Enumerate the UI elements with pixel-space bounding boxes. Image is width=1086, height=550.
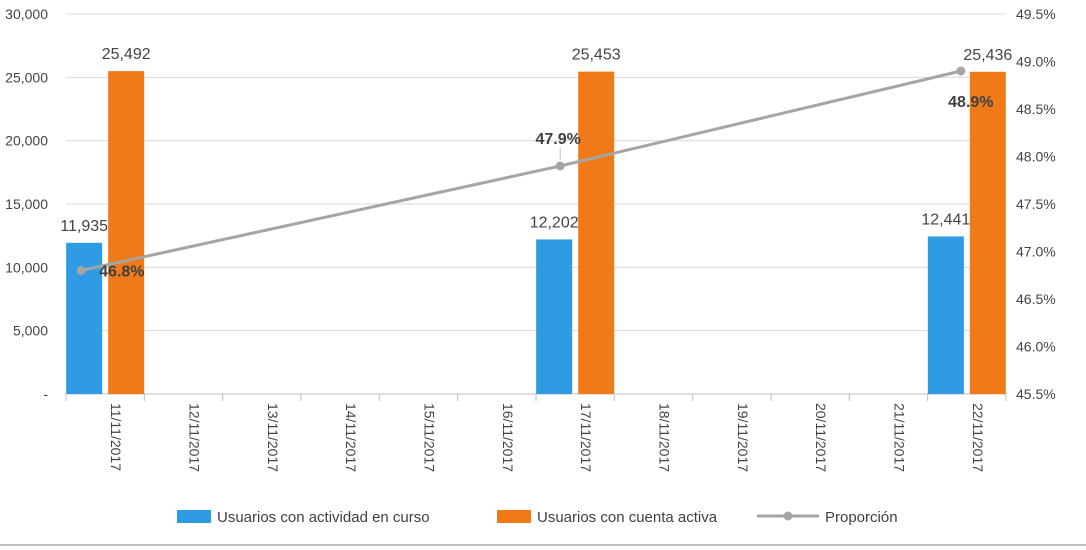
legend-swatch <box>497 510 531 523</box>
x-tick-label: 12/11/2017 <box>187 403 203 472</box>
y-right-tick-label: 46.0% <box>1016 339 1056 355</box>
line-data-label: 48.9% <box>948 94 993 111</box>
y-left-tick-label: 5,000 <box>13 323 48 339</box>
line-point <box>555 161 565 171</box>
y-left-tick-label: 10,000 <box>5 259 48 275</box>
y-left-tick-label: 30,000 <box>5 6 48 22</box>
legend-label: Proporción <box>825 509 898 526</box>
x-tick-label: 22/11/2017 <box>970 403 986 472</box>
x-tick-label: 21/11/2017 <box>892 403 908 472</box>
x-tick-label: 20/11/2017 <box>813 403 829 472</box>
x-tick-label: 15/11/2017 <box>422 403 438 472</box>
x-tick-label: 14/11/2017 <box>343 403 359 472</box>
data-labels: 11,935 12,202 12,441 25,492 25,453 25,436 46.8… <box>60 46 1012 280</box>
bar-actividad <box>66 242 103 394</box>
bar-data-label: 12,441 <box>921 211 970 228</box>
y-left-tick-label: 25,000 <box>5 69 48 85</box>
x-tick-label: 13/11/2017 <box>265 403 281 472</box>
legend-swatch-marker <box>783 511 793 521</box>
legend: Usuarios con actividad en curso Usuarios … <box>0 509 1086 546</box>
bar-data-label: 11,935 <box>60 218 108 235</box>
line-point <box>956 66 966 76</box>
y-right-tick-label: 48.5% <box>1016 101 1056 117</box>
bar-cuenta-activa <box>969 71 1006 394</box>
bar-data-label: 12,202 <box>530 214 579 231</box>
bar-series <box>66 71 1006 395</box>
x-tick-label: 16/11/2017 <box>500 403 516 472</box>
bar-cuenta-activa <box>578 71 615 394</box>
x-tick-label: 11/11/2017 <box>108 403 124 471</box>
line-data-label: 47.9% <box>535 131 580 148</box>
bar-cuenta-activa <box>108 71 145 395</box>
y-right-tick-label: 48.0% <box>1016 149 1056 165</box>
bar-data-label: 25,436 <box>963 47 1012 64</box>
gridlines <box>66 13 1006 395</box>
y-left-tick-label: 15,000 <box>5 196 48 212</box>
line-proporcion <box>80 69 962 272</box>
y-right-tick-label: 46.5% <box>1016 291 1056 307</box>
legend-swatch <box>177 510 211 523</box>
x-tick-label: 19/11/2017 <box>735 403 751 472</box>
x-tick-label: 17/11/2017 <box>578 403 594 472</box>
bar-data-label: 25,492 <box>102 46 151 63</box>
axes: - 5,000 10,000 15,000 20,000 25,000 30,000 45.5… <box>5 6 1056 472</box>
legend-label: Usuarios con actividad en curso <box>217 509 430 526</box>
y-right-tick-label: 49.0% <box>1016 54 1056 70</box>
y-right-tick-label: 47.0% <box>1016 244 1056 260</box>
bar-actividad <box>927 236 964 394</box>
y-right-tick-label: 45.5% <box>1016 386 1056 402</box>
line-point <box>76 266 86 275</box>
bar-actividad <box>536 239 573 394</box>
bar-data-label: 25,453 <box>572 47 621 64</box>
y-right-tick-label: 47.5% <box>1016 196 1056 212</box>
x-tick-label: 18/11/2017 <box>657 403 673 472</box>
y-left-tick-label: 20,000 <box>5 133 48 149</box>
y-right-tick-label: 49.5% <box>1016 6 1056 22</box>
line-series <box>76 66 966 275</box>
line-data-label: 46.8% <box>99 264 144 281</box>
legend-label: Usuarios con cuenta activa <box>537 509 718 526</box>
y-left-tick-label: - <box>43 386 48 402</box>
